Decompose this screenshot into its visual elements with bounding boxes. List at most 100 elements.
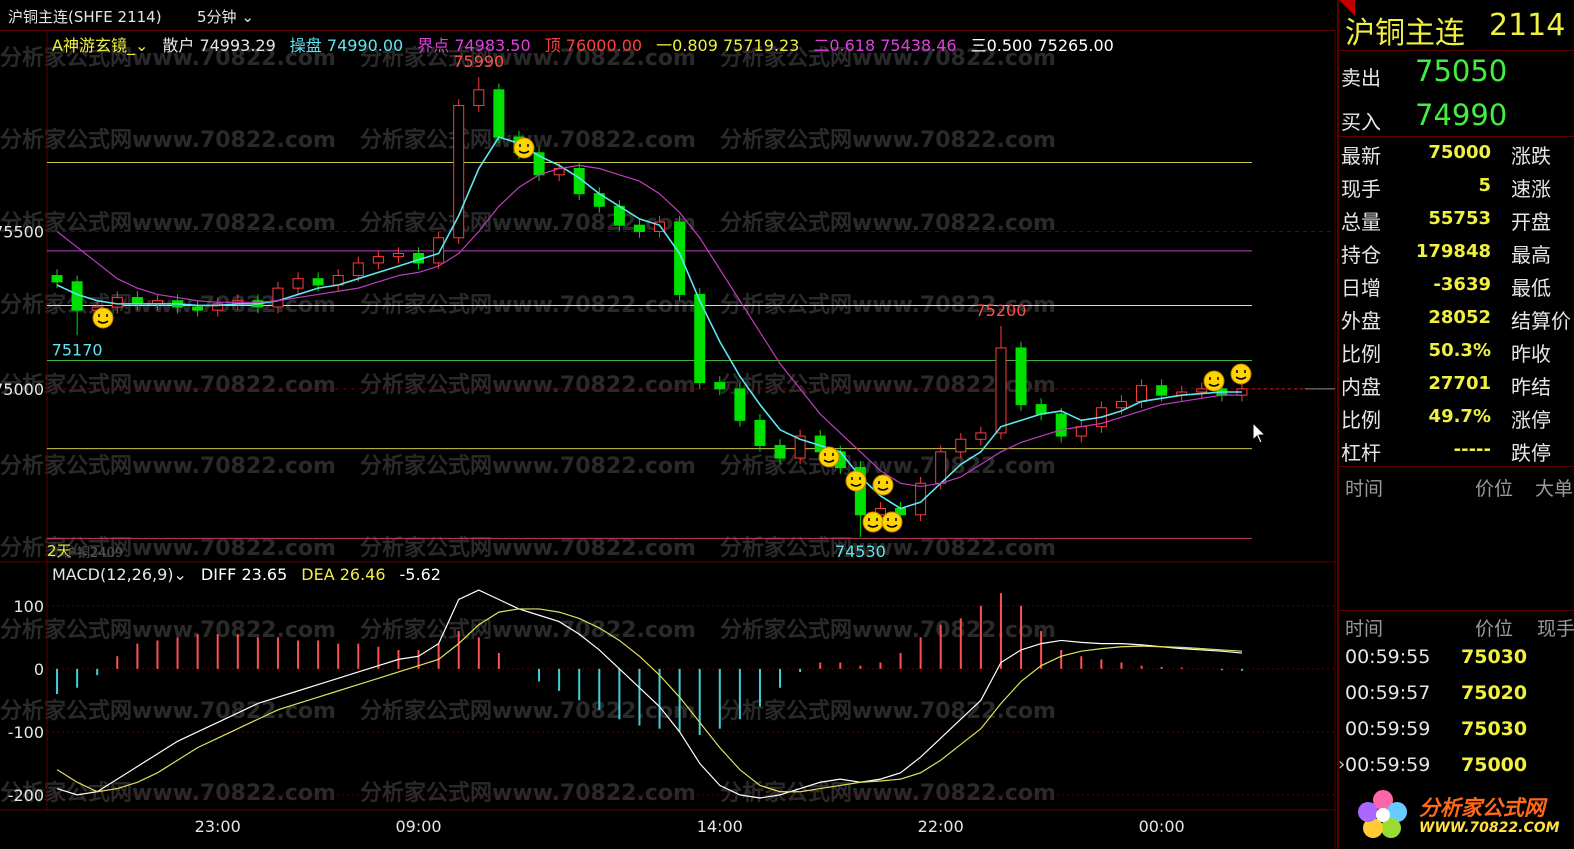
candle-body (633, 224, 645, 232)
smiley-icon (92, 307, 114, 329)
watermark-text: 分析家公式网www.70822.com (360, 780, 696, 806)
smiley-icon (818, 446, 840, 468)
logo-url: WWW.70822.COM (1419, 820, 1560, 836)
smiley-icon (862, 511, 884, 533)
trade-time: 00:59:59 (1345, 718, 1431, 740)
quote-panel: 沪铜主连 2114 卖出 75050 买入 74990 最新 75000 涨跌 现手 5… (1337, 0, 1574, 849)
separator (1339, 136, 1574, 137)
candle-body (192, 306, 204, 311)
smiley-face (1235, 370, 1247, 380)
y-tick-label: 100 (13, 597, 44, 616)
stat-value: 179848 (1415, 241, 1491, 262)
quote-name: 沪铜主连 (1345, 16, 1465, 51)
watermark-text: 分析家公式网www.70822.com (720, 617, 1056, 643)
y-tick-label: 75500 (0, 222, 44, 241)
stat-right-label: 涨跌 (1511, 144, 1551, 168)
current-marker: › (1338, 754, 1346, 775)
candle-body (734, 388, 746, 421)
watermark-text: 分析家公式网www.70822.com (360, 535, 696, 561)
logo-petal (1363, 818, 1383, 838)
watermark-text: 分析家公式网www.70822.com (720, 210, 1056, 236)
column-header: 价位 (1475, 478, 1514, 500)
candle-body (131, 297, 143, 305)
stat-right-label: 开盘 (1511, 210, 1551, 234)
watermark-text: 分析家公式网www.70822.com (360, 617, 696, 643)
candle-body (392, 253, 404, 258)
watermark-layer: 分析家公式网www.70822.com 分析家公式网www.70822.com 分析… (0, 45, 1056, 806)
candle-body (654, 221, 666, 232)
smiley-face (886, 518, 898, 528)
stat-label: 比例 (1341, 342, 1381, 366)
separator (1339, 610, 1574, 611)
period-label: 2天 (47, 542, 72, 560)
candle-body (1015, 347, 1027, 406)
period-select[interactable]: 5分钟 ⌄ (197, 8, 254, 26)
stat-label: 现手 (1341, 177, 1381, 201)
candle-body (1196, 388, 1208, 393)
smiley-icon (845, 470, 867, 492)
smiley-face (823, 453, 835, 463)
candle-body (312, 278, 324, 286)
column-header: 时间 (1345, 478, 1384, 500)
candle-body (453, 105, 465, 239)
stat-label: 持仓 (1341, 243, 1381, 267)
candle-body (493, 89, 505, 138)
sell-label: 卖出 (1341, 66, 1381, 90)
x-tick-label: 00:00 (1139, 817, 1185, 836)
watermark-text: 分析家公式网www.70822.com (0, 372, 336, 398)
x-tick-label: 22:00 (918, 817, 964, 836)
price-label: 75170 (52, 340, 103, 359)
smiley-icon (1230, 363, 1252, 385)
macd-item: DIFF 23.65 (200, 565, 288, 584)
candle-body (272, 287, 284, 308)
smiley-face (97, 314, 109, 324)
smiley-face (1208, 377, 1220, 387)
chart: 分析家公式网www.70822.com 分析家公式网www.70822.com 分析… (0, 30, 1336, 849)
candle-body (1055, 413, 1067, 437)
y-tick-label: 0 (34, 660, 44, 679)
stat-value: 55753 (1428, 208, 1491, 229)
indicator-item: 二0.618 75438.46 (813, 36, 957, 55)
stat-value: 27701 (1428, 373, 1491, 394)
candle-body (754, 419, 766, 447)
candle-body (1075, 426, 1087, 437)
candle-body (352, 262, 364, 277)
period-text: 5分钟 (197, 8, 237, 26)
watermark-text: 分析家公式网www.70822.com (720, 535, 1056, 561)
watermark-text: 分析家公式网www.70822.com (360, 210, 696, 236)
watermark-text: 分析家公式网www.70822.com (720, 127, 1056, 153)
cursor (1252, 421, 1267, 444)
toolbar: 沪铜主连(SHFE 2114) 5分钟 ⌄ (0, 0, 1336, 31)
stat-right-label: 结算价 (1511, 309, 1571, 333)
stat-right-label: 最低 (1511, 276, 1551, 300)
trade-price: 75030 (1461, 646, 1528, 668)
indicator-name[interactable]: A神游玄镜_⌄ (52, 36, 149, 55)
trade-price: 75000 (1461, 754, 1528, 776)
stat-right-label: 跌停 (1511, 441, 1551, 465)
watermark-text: 分析家公式网www.70822.com (0, 617, 336, 643)
stat-right-label: 昨结 (1511, 375, 1551, 399)
symbol-title[interactable]: 沪铜主连(SHFE 2114) (8, 8, 162, 26)
logo-petal (1373, 790, 1393, 810)
candle-body (1136, 385, 1148, 402)
watermark-text: 分析家公式网www.70822.com (360, 698, 696, 724)
price-label: 75990 (453, 52, 504, 71)
trade-time: 00:59:59 (1345, 754, 1431, 776)
macd-title[interactable]: MACD(12,26,9)⌄ (52, 565, 187, 584)
candle-body (794, 435, 806, 459)
buy-label: 买入 (1341, 110, 1381, 134)
price-label: 74530 (835, 542, 886, 561)
smiley-face (877, 481, 889, 491)
contract-label: 沪铜2409 (64, 545, 123, 561)
candle-body (292, 278, 304, 289)
macd-row: MACD(12,26,9)⌄ DIFF 23.65 DEA 26.46 -5.62 (52, 565, 441, 584)
candle-body (915, 482, 927, 516)
column-header: 大单 (1535, 478, 1574, 500)
stat-value: 5 (1478, 175, 1491, 196)
candle-body (111, 297, 123, 308)
x-tick-label: 23:00 (195, 817, 241, 836)
indicator-item: 散户 74993.29 (162, 36, 276, 55)
stat-right-label: 涨停 (1511, 408, 1551, 432)
candle-body (955, 438, 967, 453)
